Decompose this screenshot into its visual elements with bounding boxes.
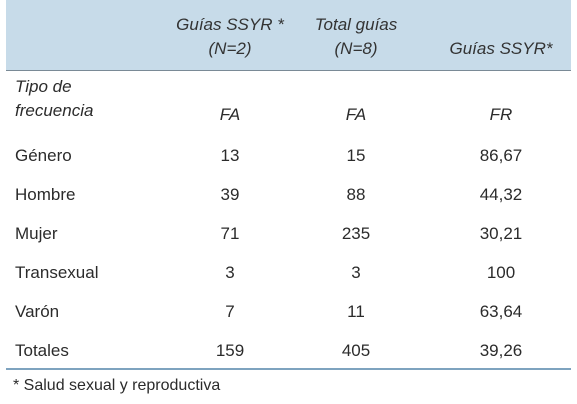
row-col3: 44,32 [479,185,523,204]
row-label: Género [15,146,72,165]
row-col3: 86,67 [479,146,523,165]
row-col1: 39 [220,185,240,204]
table-bottom-rule [6,368,571,370]
row-label: Mujer [15,224,58,243]
row-col3: 30,21 [479,224,523,243]
row-col1: 7 [225,302,235,321]
row-label: Totales [15,341,69,360]
row-col1: 13 [220,146,240,165]
row-col3: 100 [486,263,516,282]
row-col1: 71 [220,224,240,243]
row-col2: 88 [346,185,366,204]
header-col2-line2: (N=8) [334,39,378,58]
row-col3: 63,64 [479,302,523,321]
row-col2: 11 [347,302,365,321]
row-col3: 39,26 [479,341,523,360]
header-divider [6,70,571,71]
row-label: Transexual [15,263,99,282]
row-col1: 3 [225,263,235,282]
subheader-label-line1: Tipo de [15,77,72,96]
header-col2-line1: Total guías [314,15,398,34]
row-col1: 159 [215,341,245,360]
row-col2: 235 [341,224,371,243]
row-col2: 15 [346,146,366,165]
row-label: Varón [15,302,60,321]
subheader-col3: FR [489,105,513,124]
row-label: Hombre [15,185,76,204]
table-header-band [6,0,571,70]
subheader-label-line2: frecuencia [15,101,94,120]
subheader-col1: FA [219,105,241,124]
row-col2: 3 [351,263,361,282]
row-col2: 405 [341,341,371,360]
subheader-col2: FA [345,105,367,124]
table-footnote: * Salud sexual y reproductiva [13,377,221,394]
header-col3-line1: Guías SSYR* [449,39,553,58]
header-col1-line1: Guías SSYR * [176,15,284,34]
header-col1-line2: (N=2) [208,39,252,58]
